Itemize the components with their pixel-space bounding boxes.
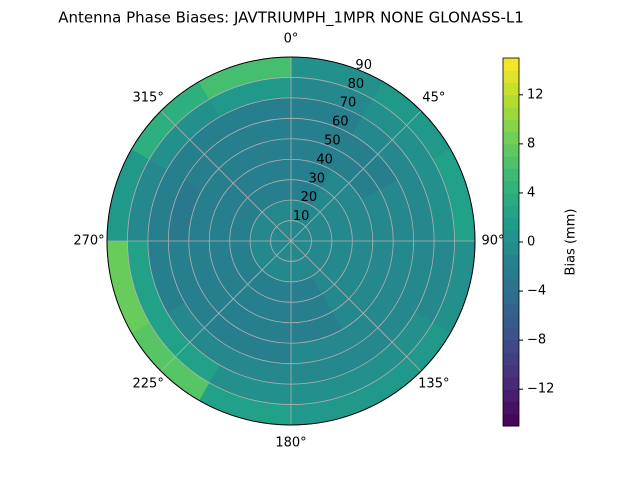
r-tick-label: 70 xyxy=(340,96,357,111)
colorbar-band xyxy=(503,156,519,169)
colorbar-band xyxy=(503,94,519,108)
theta-tick-label: 270° xyxy=(73,234,104,249)
colorbar-band xyxy=(503,229,519,243)
colorbar-tick-label: −12 xyxy=(527,382,554,397)
colorbar-band xyxy=(503,192,519,206)
colorbar-band xyxy=(503,180,519,194)
grid-spoke xyxy=(160,110,292,242)
colorbar-band xyxy=(503,376,519,390)
grid-spoke xyxy=(160,240,292,372)
colorbar-band xyxy=(503,119,519,133)
theta-tick-label: 180° xyxy=(275,436,306,451)
chart-title: Antenna Phase Biases: JAVTRIUMPH_1MPR NO… xyxy=(58,9,524,28)
colorbar-band xyxy=(503,291,519,304)
colorbar-band xyxy=(503,131,519,145)
colorbar-band xyxy=(503,70,519,84)
colorbar-band xyxy=(503,168,519,182)
r-tick-label: 80 xyxy=(348,77,365,92)
colorbar-band xyxy=(503,278,519,292)
r-tick-label: 60 xyxy=(332,115,349,130)
r-tick-label: 30 xyxy=(308,171,325,186)
r-tick-label: 50 xyxy=(324,134,341,149)
theta-tick-label: 90° xyxy=(481,234,504,249)
grid-spoke xyxy=(290,240,422,372)
theta-tick-label: 135° xyxy=(418,376,449,391)
theta-tick-label: 0° xyxy=(284,32,299,47)
colorbar-label: Bias (mm) xyxy=(564,209,579,276)
r-tick-label: 90 xyxy=(355,58,372,73)
colorbar-tick-label: 8 xyxy=(527,136,535,151)
colorbar-band xyxy=(503,364,519,378)
colorbar-band xyxy=(503,327,519,341)
colorbar-band xyxy=(503,303,519,317)
colorbar-band xyxy=(503,254,519,268)
theta-tick-label: 225° xyxy=(133,376,164,391)
colorbar-band xyxy=(503,413,519,427)
theta-tick-label: 45° xyxy=(422,91,445,106)
r-tick-label: 40 xyxy=(316,152,333,167)
colorbar-tick-label: 12 xyxy=(527,87,544,102)
colorbar-band xyxy=(503,82,519,96)
colorbar-band xyxy=(503,217,519,231)
colorbar-band xyxy=(503,242,519,255)
polar-frame xyxy=(106,56,476,426)
colorbar-band xyxy=(503,401,519,415)
colorbar-tick-label: −8 xyxy=(527,333,546,348)
colorbar-band xyxy=(503,315,519,329)
colorbar-band xyxy=(503,205,519,218)
colorbar-band xyxy=(503,340,519,353)
colorbar-band xyxy=(503,389,519,402)
theta-tick-label: 315° xyxy=(133,91,164,106)
r-tick-label: 10 xyxy=(293,209,310,224)
colorbar-band xyxy=(503,58,519,71)
colorbar-tick-label: 4 xyxy=(527,185,535,200)
colorbar-band xyxy=(503,143,519,157)
r-tick-label: 20 xyxy=(301,190,318,205)
colorbar-tick-label: 0 xyxy=(527,235,535,250)
grid-spoke xyxy=(290,110,422,242)
colorbar-band xyxy=(503,266,519,280)
colorbar-tick-label: −4 xyxy=(527,284,546,299)
colorbar-band xyxy=(503,107,519,120)
colorbar-band xyxy=(503,352,519,366)
